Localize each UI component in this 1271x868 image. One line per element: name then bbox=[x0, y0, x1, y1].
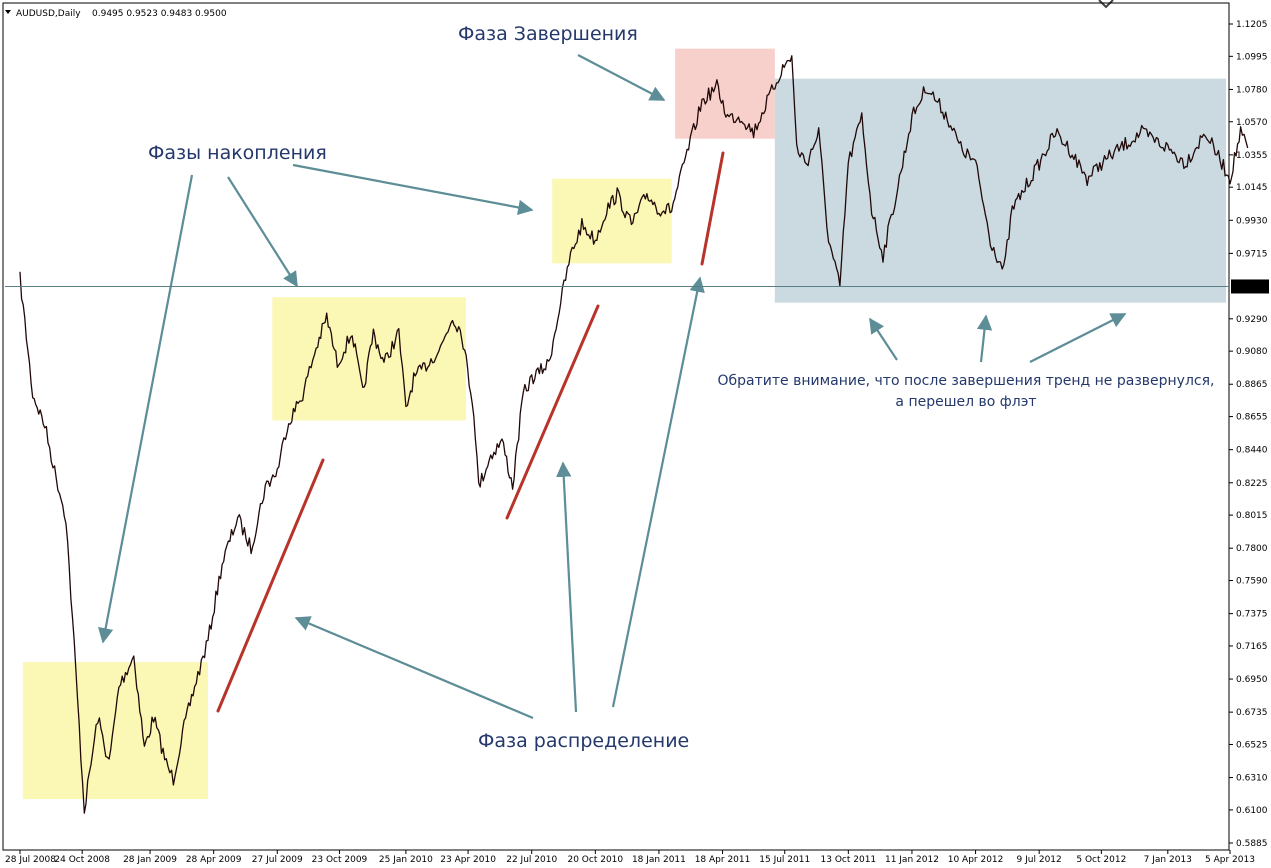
current-price: 0.9500 bbox=[5, 279, 1269, 294]
x-tick-label: 15 Jul 2011 bbox=[759, 855, 810, 865]
x-tick-label: 20 Oct 2010 bbox=[567, 855, 623, 865]
y-tick-label: 0.7165 bbox=[1236, 642, 1268, 652]
trend-line-3 bbox=[700, 151, 725, 266]
y-tick-label: 1.0995 bbox=[1236, 52, 1268, 62]
y-tick-label: 1.0355 bbox=[1236, 151, 1268, 161]
x-tick-label: 23 Apr 2010 bbox=[440, 855, 496, 865]
x-tick-label: 25 Jan 2010 bbox=[379, 855, 433, 865]
trend-lines bbox=[216, 151, 725, 713]
x-tick-label: 23 Oct 2009 bbox=[312, 855, 368, 865]
zone-completion-4 bbox=[675, 48, 775, 139]
y-tick-label: 1.0145 bbox=[1236, 183, 1268, 193]
y-tick-label: 0.8015 bbox=[1236, 511, 1268, 521]
trend-line-2 bbox=[505, 304, 600, 520]
arrow-note-2 bbox=[976, 314, 993, 363]
y-tick-label: 0.6735 bbox=[1236, 708, 1268, 718]
y-tick-label: 0.8440 bbox=[1236, 446, 1268, 456]
y-tick-label: 0.6100 bbox=[1236, 806, 1268, 816]
x-tick-label: 5 Oct 2012 bbox=[1076, 855, 1126, 865]
arrow-completion bbox=[577, 54, 666, 101]
x-tick-label: 7 Jan 2013 bbox=[1144, 855, 1192, 865]
y-axis-ticks: 1.1205 1.0995 1.0780 1.0570 1.0355 1.0145 0.99… bbox=[1229, 20, 1268, 849]
zone-accumulation-2 bbox=[272, 297, 466, 421]
zone-accumulation-1 bbox=[22, 662, 209, 800]
y-tick-label: 0.5885 bbox=[1236, 839, 1268, 849]
zones-layer bbox=[22, 48, 1226, 800]
x-tick-label: 24 Oct 2008 bbox=[54, 855, 110, 865]
y-tick-label: 0.9080 bbox=[1236, 347, 1268, 357]
ohlc-label: 0.9495 0.9523 0.9483 0.9500 bbox=[92, 9, 227, 19]
x-tick-label: 13 Oct 2011 bbox=[821, 855, 877, 865]
x-tick-label: 28 Jul 2008 bbox=[5, 855, 56, 865]
y-tick-label: 0.7590 bbox=[1236, 577, 1268, 587]
distribution-phase-label: Фаза распределение bbox=[478, 730, 689, 752]
x-tick-label: 9 Jul 2012 bbox=[1017, 855, 1062, 865]
price-layer bbox=[19, 55, 1249, 814]
y-tick-label: 0.8865 bbox=[1236, 380, 1268, 390]
accumulation-phases-label: Фазы накопления bbox=[148, 142, 327, 164]
annotation-arrows bbox=[98, 54, 1127, 720]
x-tick-label: 11 Jan 2012 bbox=[885, 855, 939, 865]
axes bbox=[2, 2, 1230, 851]
trend-line-1 bbox=[216, 458, 325, 713]
arrow-distribution-2 bbox=[556, 461, 578, 713]
x-tick-label: 18 Apr 2011 bbox=[695, 855, 751, 865]
plot-frame bbox=[2, 2, 1230, 851]
zone-flat-5 bbox=[774, 78, 1226, 303]
y-tick-label: 0.7375 bbox=[1236, 610, 1268, 620]
y-tick-label: 0.6525 bbox=[1236, 740, 1268, 750]
y-tick-label: 0.6310 bbox=[1236, 774, 1268, 784]
arrow-accumulation-2 bbox=[227, 176, 298, 288]
x-tick-label: 5 Apr 2013 bbox=[1205, 855, 1255, 865]
arrow-distribution-3 bbox=[611, 276, 705, 708]
y-tick-label: 0.9930 bbox=[1236, 216, 1268, 226]
current-price-box bbox=[1231, 279, 1269, 294]
x-tick-label: 28 Jan 2009 bbox=[123, 855, 177, 865]
arrow-distribution-1 bbox=[294, 616, 534, 720]
y-tick-label: 0.8655 bbox=[1236, 413, 1268, 423]
chart-header: AUDUSD,Daily 0.9495 0.9523 0.9483 0.9500 bbox=[5, 9, 227, 19]
scroll-marker-icon[interactable] bbox=[1098, 0, 1114, 9]
current-price-label: 0.9500 bbox=[1235, 282, 1267, 292]
zone-accumulation-3 bbox=[552, 178, 672, 264]
note-line-2: а перешел во флэт bbox=[895, 394, 1036, 410]
y-tick-label: 0.6950 bbox=[1236, 675, 1268, 685]
x-tick-label: 22 Jul 2010 bbox=[506, 855, 557, 865]
y-tick-label: 0.8225 bbox=[1236, 479, 1268, 489]
x-tick-label: 27 Jul 2009 bbox=[252, 855, 303, 865]
price-line bbox=[19, 55, 1249, 814]
x-tick-label: 18 Jan 2011 bbox=[632, 855, 686, 865]
symbol-label: AUDUSD,Daily bbox=[16, 9, 81, 19]
y-tick-label: 0.7800 bbox=[1236, 544, 1268, 554]
y-tick-label: 1.1205 bbox=[1236, 20, 1268, 30]
y-tick-label: 1.0570 bbox=[1236, 118, 1268, 128]
dropdown-triangle-icon[interactable] bbox=[5, 10, 11, 14]
y-tick-label: 0.9290 bbox=[1236, 315, 1268, 325]
x-tick-label: 10 Apr 2012 bbox=[948, 855, 1004, 865]
y-tick-label: 1.0780 bbox=[1236, 85, 1268, 95]
completion-phase-label: Фаза Завершения bbox=[458, 23, 638, 45]
y-tick-label: 0.9715 bbox=[1236, 249, 1268, 259]
arrow-accumulation-3 bbox=[292, 163, 534, 216]
arrow-note-3 bbox=[1029, 313, 1127, 363]
arrow-accumulation-1 bbox=[98, 174, 194, 644]
x-tick-label: 28 Apr 2009 bbox=[186, 855, 242, 865]
arrow-note-1 bbox=[869, 317, 898, 361]
note-line-1: Обратите внимание, что после завершения … bbox=[718, 373, 1215, 389]
